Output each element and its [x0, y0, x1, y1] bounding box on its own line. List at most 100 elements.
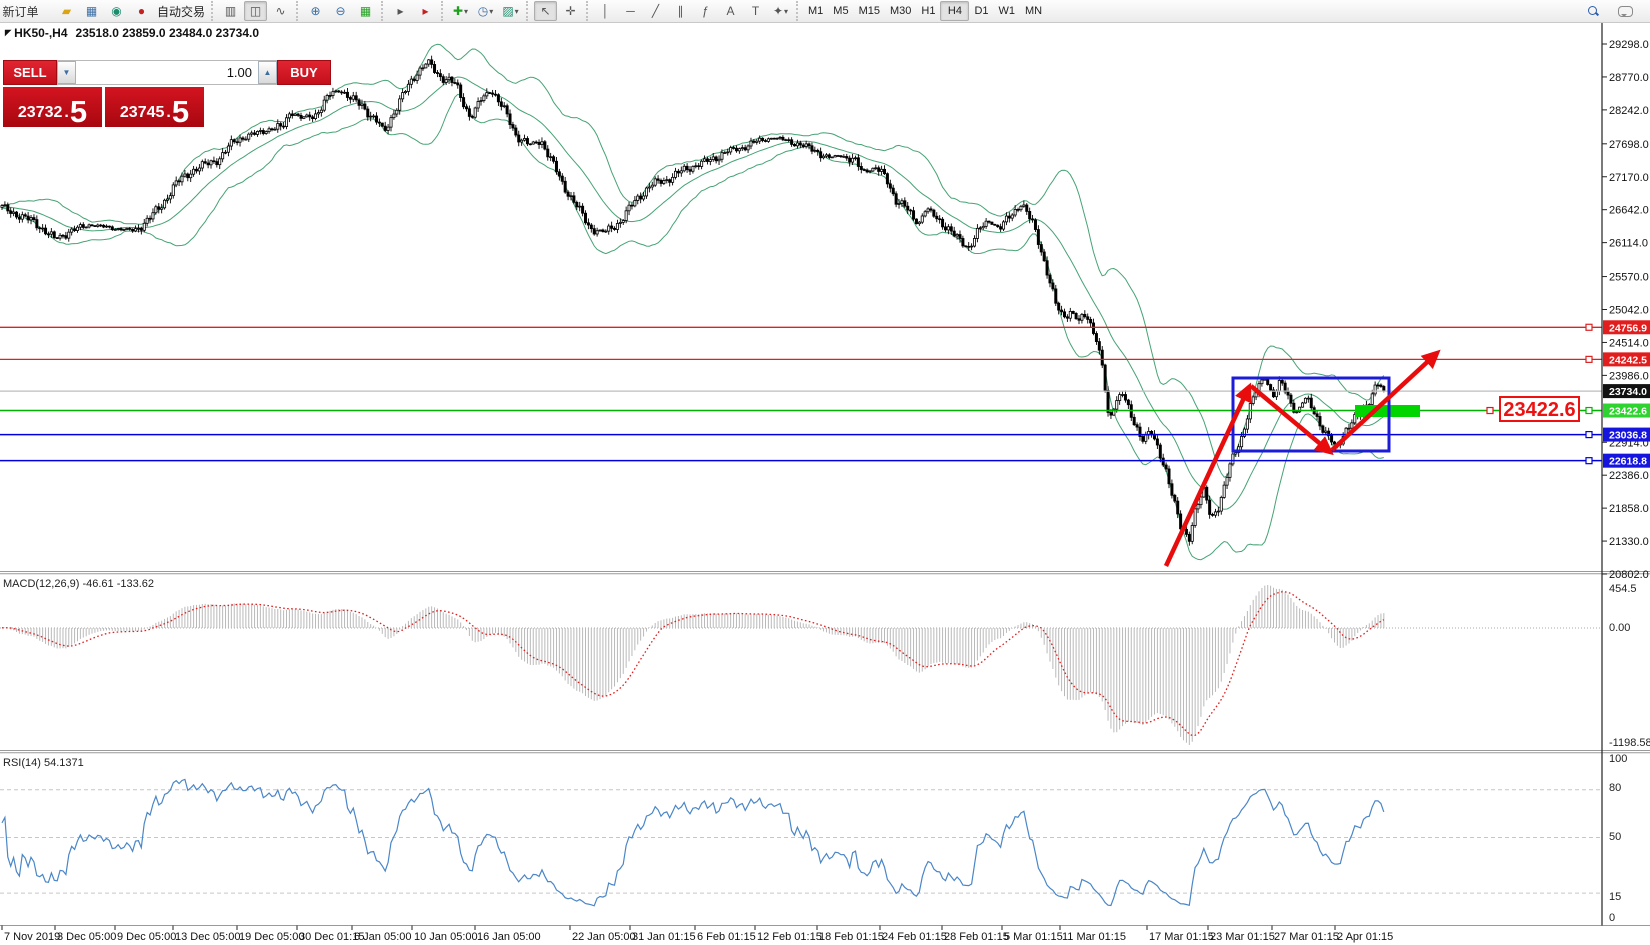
- svg-text:31 Jan 01:15: 31 Jan 01:15: [632, 931, 696, 943]
- timeframe-m1[interactable]: M1: [808, 5, 824, 17]
- svg-text:5 Mar 01:15: 5 Mar 01:15: [1004, 931, 1063, 943]
- svg-text:26114.0: 26114.0: [1609, 238, 1648, 250]
- sell-price-panel[interactable]: 23732. 5: [3, 87, 102, 127]
- rsi-line: [1, 778, 1385, 907]
- svg-text:13 Dec 05:00: 13 Dec 05:00: [175, 931, 240, 943]
- timeframe-w1[interactable]: W1: [998, 5, 1016, 17]
- svg-text:3 Dec 05:00: 3 Dec 05:00: [57, 931, 116, 943]
- timeframe-d1[interactable]: D1: [974, 5, 989, 17]
- svg-text:11 Mar 01:15: 11 Mar 01:15: [1062, 931, 1126, 943]
- svg-text:17 Mar 01:15: 17 Mar 01:15: [1149, 931, 1214, 943]
- svg-text:0: 0: [1609, 912, 1615, 924]
- text-icon[interactable]: A: [726, 4, 735, 18]
- text-label-icon[interactable]: T: [751, 4, 760, 18]
- symbol-period: HK50-,H4: [14, 26, 68, 40]
- buy-button[interactable]: BUY: [277, 60, 331, 85]
- timeframe-group: M1 M5 M15 M30 H1 H4 D1 W1 MN: [796, 1, 1050, 21]
- timeframe-mn[interactable]: MN: [1025, 5, 1043, 17]
- eraser-icon[interactable]: ▰: [61, 4, 72, 18]
- buy-price-panel[interactable]: 23745. 5: [105, 87, 204, 127]
- trend-arrow-2: [1249, 384, 1334, 456]
- svg-text:30 Dec 01:15: 30 Dec 01:15: [299, 931, 364, 943]
- svg-text:23734.0: 23734.0: [1609, 386, 1647, 398]
- rsi-guides: [0, 789, 1602, 894]
- timeframe-h4[interactable]: H4: [940, 1, 970, 21]
- timeframe-m5[interactable]: M5: [833, 5, 849, 17]
- chart-shift-icon[interactable]: ▸: [397, 4, 404, 18]
- fibonacci-icon[interactable]: ƒ: [702, 4, 709, 18]
- price-axis: 29298.0 28770.0 28242.0 27698.0 27170.0 26642…: [1602, 39, 1650, 581]
- chart-title: ◤ HK50-,H4 23518.0 23859.0 23484.0 23734.0: [5, 26, 259, 40]
- svg-text:16 Jan 05:00: 16 Jan 05:00: [477, 931, 541, 943]
- svg-text:27698.0: 27698.0: [1609, 139, 1649, 151]
- trend-arrow-3: [1330, 349, 1441, 452]
- zoom-in-icon[interactable]: ⊕: [310, 4, 321, 18]
- candles-layer: [0, 55, 1386, 546]
- svg-text:6 Jan 05:00: 6 Jan 05:00: [354, 931, 412, 943]
- new-order-button[interactable]: 新订单: [1, 1, 53, 21]
- chart-canvas[interactable]: 23422.6 29298.0 28770.0 28242.0 27698.0 27170…: [0, 22, 1650, 945]
- volume-increase-button[interactable]: ▲: [258, 61, 277, 84]
- buy-price-main: 23745: [119, 104, 165, 121]
- sell-price-fraction: 5: [69, 93, 88, 129]
- channel-icon[interactable]: ∥: [677, 4, 684, 18]
- svg-text:454.5: 454.5: [1609, 583, 1637, 595]
- sell-price-main: 23732: [17, 104, 63, 121]
- chat-icon[interactable]: [1610, 1, 1641, 21]
- cursor-icon[interactable]: ↖: [534, 1, 558, 21]
- svg-text:18 Feb 01:15: 18 Feb 01:15: [819, 931, 884, 943]
- svg-text:28242.0: 28242.0: [1609, 105, 1649, 117]
- timeframe-m15[interactable]: M15: [858, 5, 880, 17]
- collapse-panel-icon[interactable]: ◤: [5, 28, 12, 37]
- line-chart-icon[interactable]: ∿: [275, 4, 286, 18]
- trendline-icon[interactable]: ╱: [651, 4, 660, 18]
- autotrade-label[interactable]: 自动交易: [157, 4, 206, 19]
- template-icon[interactable]: ▨ ▾: [502, 4, 519, 18]
- search-icon[interactable]: [1579, 1, 1608, 21]
- signal-icon[interactable]: ◉: [111, 4, 122, 18]
- svg-text:21858.0: 21858.0: [1609, 503, 1649, 515]
- candle-chart-icon[interactable]: ◫: [244, 1, 268, 21]
- horizontal-line-icon[interactable]: ─: [626, 4, 635, 18]
- svg-text:22618.8: 22618.8: [1609, 456, 1647, 468]
- consolidation-box: [1231, 376, 1391, 453]
- svg-text:50: 50: [1609, 831, 1621, 843]
- svg-text:80: 80: [1609, 782, 1621, 794]
- svg-text:24514.0: 24514.0: [1609, 337, 1649, 349]
- volume-decrease-button[interactable]: ▼: [57, 61, 76, 84]
- crosshair-icon[interactable]: ✛: [565, 4, 576, 18]
- annotations: 23422.6: [1163, 349, 1580, 567]
- vertical-line-icon[interactable]: │: [601, 4, 610, 18]
- auto-scroll-icon[interactable]: ▸: [422, 4, 429, 18]
- add-indicator-icon[interactable]: ✚ ▾: [452, 4, 469, 18]
- svg-text:20802.0: 20802.0: [1609, 569, 1649, 581]
- zoom-out-icon[interactable]: ⊖: [335, 4, 346, 18]
- price-badge: [1603, 403, 1650, 418]
- volume-input[interactable]: [76, 61, 258, 84]
- svg-text:22 Jan 05:00: 22 Jan 05:00: [572, 931, 636, 943]
- shapes-icon[interactable]: ✦ ▾: [772, 4, 789, 18]
- timeframe-h1[interactable]: H1: [921, 5, 936, 17]
- tile-windows-icon[interactable]: ▦: [359, 4, 372, 18]
- price-callout-box: [1499, 396, 1580, 422]
- svg-text:24 Feb 01:15: 24 Feb 01:15: [882, 931, 947, 943]
- chart-window-icon[interactable]: ▦: [85, 4, 98, 18]
- svg-text:25570.0: 25570.0: [1609, 272, 1649, 284]
- periods-icon[interactable]: ◷ ▾: [477, 4, 494, 18]
- svg-text:24756.9: 24756.9: [1609, 322, 1647, 334]
- svg-text:25042.0: 25042.0: [1609, 305, 1649, 317]
- price-badge: [1603, 427, 1650, 442]
- svg-text:23036.8: 23036.8: [1609, 430, 1647, 442]
- svg-text:21330.0: 21330.0: [1609, 536, 1649, 548]
- macd-histogram: [1, 585, 1385, 745]
- svg-text:23422.6: 23422.6: [1609, 406, 1647, 418]
- sell-button[interactable]: SELL: [3, 60, 57, 85]
- svg-text:19 Dec 05:00: 19 Dec 05:00: [239, 931, 304, 943]
- svg-text:27170.0: 27170.0: [1609, 172, 1649, 184]
- bar-chart-icon[interactable]: ▥: [224, 4, 237, 18]
- autotrade-icon[interactable]: ●: [137, 4, 146, 18]
- timeframe-m30[interactable]: M30: [889, 5, 912, 17]
- trend-arrow-1: [1163, 382, 1252, 567]
- svg-text:RSI(14) 54.1371: RSI(14) 54.1371: [3, 757, 84, 769]
